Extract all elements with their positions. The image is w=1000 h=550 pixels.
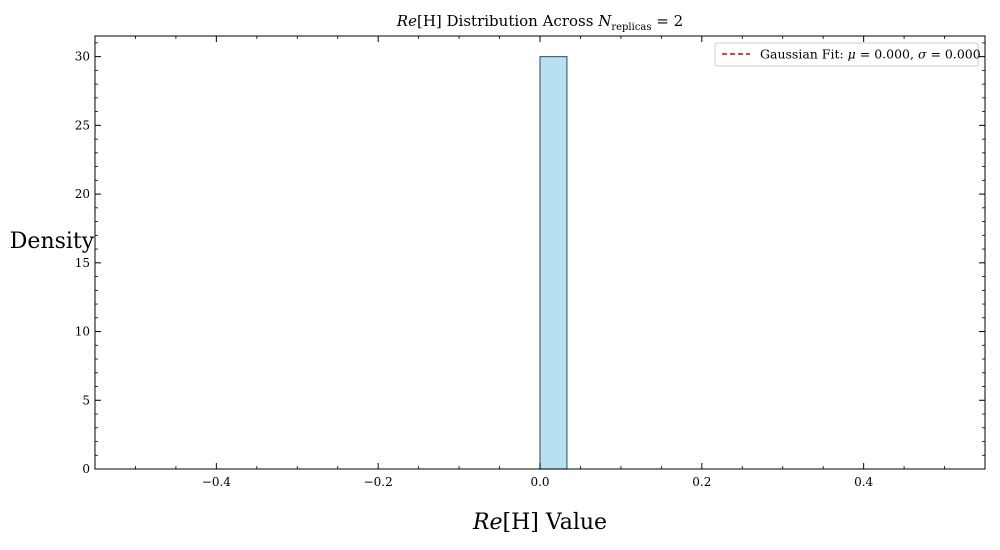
axes-frame (94, 35, 986, 470)
y-tick-label: 25 (75, 118, 90, 132)
chart-title: Re[H] Distribution Across Nreplicas = 2 (396, 12, 683, 33)
x-tick-label: 0.2 (692, 475, 711, 489)
histogram-bar (539, 56, 568, 470)
x-tick-label: −0.2 (364, 475, 393, 489)
x-tick-label: −0.4 (202, 475, 232, 489)
x-tick-label: 0.0 (530, 475, 549, 489)
legend-entry-label: Gaussian Fit: μ = 0.000, σ = 0.000 (760, 47, 981, 62)
x-tick-label: 0.4 (854, 475, 873, 489)
legend-box (714, 42, 979, 67)
y-tick-label: 10 (75, 325, 90, 339)
y-axis-label: Density (10, 229, 95, 254)
plot-frame (94, 35, 986, 470)
y-tick-label: 30 (75, 50, 90, 64)
x-axis-label: Re[H] Value (472, 510, 607, 535)
y-tick-label: 20 (75, 187, 90, 201)
y-tick-label: 0 (82, 462, 90, 476)
bars-layer (539, 56, 568, 470)
y-tick-label: 15 (75, 256, 90, 270)
legend: Gaussian Fit: μ = 0.000, σ = 0.000 (714, 42, 981, 67)
ticks-layer: −0.4 −0.2 0.0 0.2 0.4 0 5 10 15 20 25 30 (75, 36, 986, 489)
y-tick-label: 5 (82, 393, 90, 407)
